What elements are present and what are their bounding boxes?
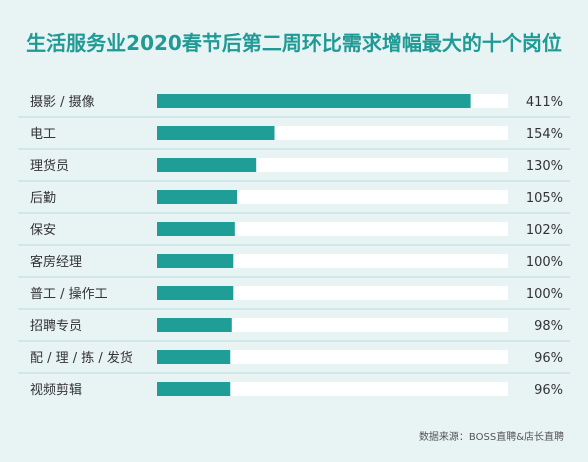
value-label: 105% <box>526 191 563 206</box>
value-label: 96% <box>534 383 563 398</box>
category-label: 招聘专员 <box>30 319 82 334</box>
category-label: 视频剪辑 <box>30 382 82 398</box>
bar-track <box>157 222 508 236</box>
bar-track <box>157 382 508 396</box>
bar <box>157 318 232 332</box>
bar <box>157 254 234 268</box>
bar <box>157 94 471 108</box>
bar <box>157 350 231 364</box>
bar-track <box>157 318 508 332</box>
bar <box>157 222 235 236</box>
value-label: 96% <box>534 351 563 366</box>
category-label: 配 / 理 / 拣 / 发货 <box>30 350 133 366</box>
category-label: 保安 <box>30 223 56 238</box>
bar <box>157 286 234 300</box>
bar <box>157 382 231 396</box>
category-label: 普工 / 操作工 <box>30 286 108 302</box>
bar-track <box>157 190 508 204</box>
category-label: 客房经理 <box>30 254 82 270</box>
bar-track <box>157 286 508 300</box>
category-label: 摄影 / 摄像 <box>30 95 95 110</box>
category-label: 后勤 <box>30 191 56 206</box>
value-label: 411% <box>526 95 563 110</box>
bar-track <box>157 350 508 364</box>
value-label: 98% <box>534 319 563 334</box>
source-note: 数据来源：BOSS直聘&店长直聘 <box>418 432 564 443</box>
bar <box>157 190 238 204</box>
category-label: 理货员 <box>30 158 69 174</box>
bar <box>157 158 257 172</box>
bar <box>157 126 275 140</box>
value-label: 100% <box>526 287 563 302</box>
value-label: 102% <box>526 223 563 238</box>
value-label: 100% <box>526 255 563 270</box>
bar-track <box>157 254 508 268</box>
value-label: 130% <box>526 159 563 174</box>
chart-title: 生活服务业2020春节后第二周环比需求增幅最大的十个岗位 <box>26 31 562 55</box>
category-label: 电工 <box>30 127 56 142</box>
value-label: 154% <box>526 127 563 142</box>
